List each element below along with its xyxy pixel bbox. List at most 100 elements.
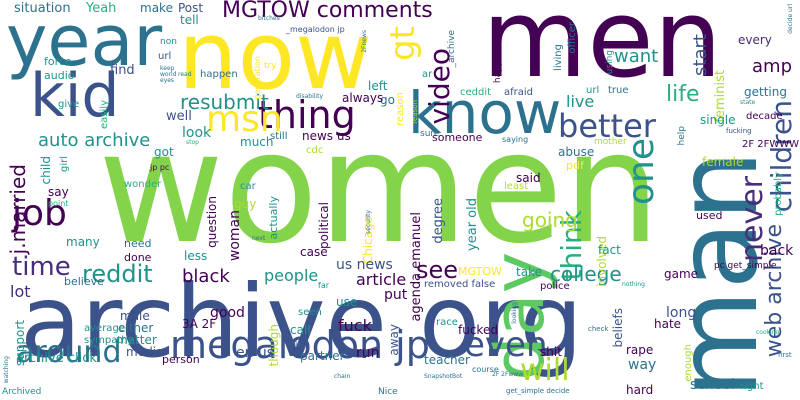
word-need: need — [124, 237, 152, 250]
word-saying: saying — [502, 135, 529, 144]
word-college: college — [550, 262, 622, 286]
word-live: live — [566, 92, 595, 111]
word-give: give — [58, 99, 80, 110]
word-black: black — [182, 266, 230, 287]
word-back: back — [760, 243, 794, 259]
word-removed-false: removed false — [424, 279, 496, 290]
word-fucked: fucked — [458, 323, 498, 337]
word-degree: degree — [431, 198, 446, 244]
word-go: go — [380, 93, 395, 107]
word-hate: hate — [654, 317, 682, 331]
word-us-news: us news — [336, 257, 393, 273]
word-even: even — [464, 325, 548, 365]
word-2f-2fwww: 2F 2Fwww — [492, 371, 524, 378]
word-many: many — [66, 235, 100, 249]
word-megalodon-jp-small: _megalodon jp — [286, 25, 345, 34]
word-decade: decade — [746, 111, 783, 122]
word-next: next — [252, 235, 266, 242]
word-make: make — [140, 1, 173, 15]
word-course: course — [472, 365, 499, 374]
word-read: read — [178, 71, 192, 78]
word-want: want — [614, 46, 659, 67]
word-archive-underscore: _archive — [447, 30, 457, 68]
word-point: point — [48, 199, 69, 208]
word-put: put — [384, 287, 408, 303]
word-either: either — [118, 321, 154, 335]
word-car: car — [240, 181, 256, 192]
word-getting: getting — [744, 85, 787, 99]
word-using: using — [605, 50, 615, 75]
word-life: life — [666, 82, 700, 107]
word-right: right — [740, 381, 764, 392]
word-true: true — [608, 85, 629, 96]
word-disability: disability — [296, 93, 323, 100]
word-case: case — [300, 245, 328, 259]
word-seen: seen — [298, 307, 322, 318]
word-wonder: wonder — [124, 179, 162, 190]
word-happened: happened — [493, 38, 503, 84]
word-person: person — [162, 353, 200, 366]
word-race: race — [436, 317, 458, 328]
word-archive-click: archive click — [16, 351, 97, 366]
word-around: around — [16, 335, 122, 370]
word-year: year — [6, 0, 163, 82]
word-way: way — [628, 357, 657, 373]
word-political: political — [317, 202, 331, 249]
word-done: done — [124, 251, 152, 264]
word-hard: hard — [626, 383, 654, 397]
word-pc-get-simple: pc get_simple — [714, 261, 777, 271]
word-article: article — [356, 270, 407, 289]
word-2f-2fwww: 2F 2FWWW — [742, 139, 800, 150]
word-archive-org: archive org — [20, 263, 583, 380]
word-jp-pc: jp pc — [150, 163, 170, 172]
word-ar: ar — [422, 69, 433, 80]
word-sympathy: sympathy — [84, 335, 134, 346]
word-help: help — [677, 126, 687, 146]
word-audio: audio — [44, 69, 75, 82]
word-probably: probably — [773, 172, 784, 216]
word-year-old: year old — [465, 198, 480, 251]
word-2fnews: 2Fnews — [361, 30, 368, 53]
word-archived: Archived — [2, 387, 42, 397]
word-hit: hit — [292, 341, 300, 348]
word-used: used — [696, 209, 723, 222]
word-guy: guy — [234, 197, 257, 211]
word-3a-2f: 3A 2F — [182, 317, 217, 331]
word-going: going — [522, 208, 578, 232]
word-security: security — [365, 210, 372, 234]
word-auto-archive: auto archive — [38, 130, 151, 151]
word-call: call — [290, 323, 311, 337]
word-left: left — [368, 79, 388, 93]
word-agenda-emanuel: agenda emanuel — [409, 212, 424, 322]
word-child: child — [39, 156, 53, 185]
word-always: always — [342, 91, 384, 105]
word-still: still — [270, 131, 288, 142]
word-bitches: bitches — [258, 15, 280, 22]
word-try: try — [264, 61, 277, 71]
word-yeah: Yeah — [86, 1, 117, 16]
word-ceddit: ceddit — [460, 87, 492, 98]
word-girl: girl — [59, 156, 70, 173]
word-fucking: fucking — [726, 127, 752, 135]
word-happen: happen — [200, 69, 238, 80]
word-decide-url: decide url — [787, 4, 794, 34]
word-situation: situation — [14, 1, 71, 16]
word-male: male — [120, 309, 150, 323]
word-en-us: en us — [236, 345, 275, 361]
word-officer: officer — [567, 22, 578, 54]
word-actually: actually — [267, 196, 280, 240]
word-easily: easily — [99, 100, 110, 129]
word-nice: Nice — [378, 387, 398, 397]
word-question: question — [205, 196, 219, 248]
word-keep: keep — [160, 65, 175, 72]
word-now: now — [178, 2, 372, 111]
word-believe: believe — [64, 275, 104, 288]
word-first: first — [778, 351, 792, 359]
word-fact: fact — [598, 243, 621, 257]
word-thing: thing — [258, 93, 356, 137]
word-j-married: j.married — [6, 164, 30, 255]
word-matter: matter — [116, 333, 157, 347]
word-non: non — [160, 37, 177, 47]
word-media: media — [126, 345, 164, 359]
